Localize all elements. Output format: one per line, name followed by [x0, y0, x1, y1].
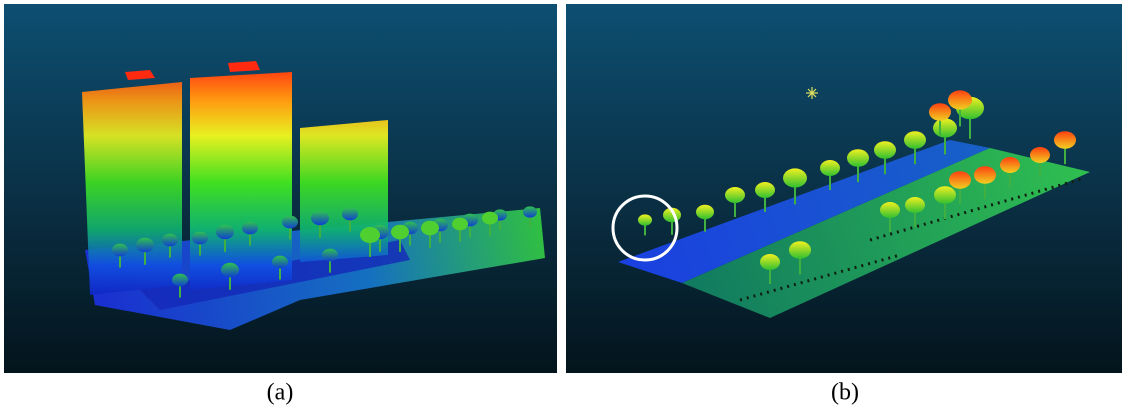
caption: (a)	[267, 380, 294, 406]
building	[82, 82, 182, 295]
panel-a	[4, 4, 557, 373]
figure: (a) (b)	[0, 0, 1126, 412]
caption: (b)	[831, 380, 859, 406]
panel-b	[566, 4, 1122, 373]
